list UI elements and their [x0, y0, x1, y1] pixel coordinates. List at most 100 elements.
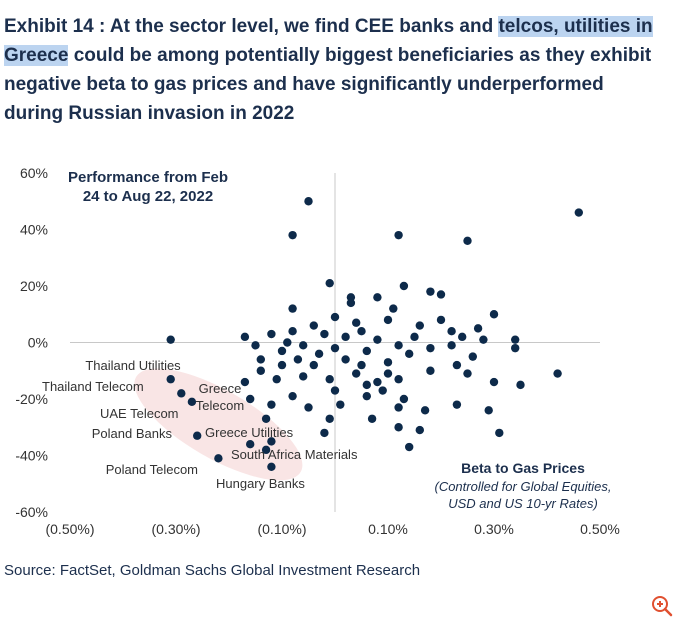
y-tick-label: 20%: [20, 278, 48, 294]
data-point: [553, 369, 562, 378]
data-point: [489, 310, 499, 319]
point-annotation: UAE Telecom: [100, 406, 179, 421]
data-point: [251, 341, 260, 350]
data-point: [394, 375, 403, 384]
data-point: [405, 349, 414, 358]
data-point: [511, 335, 520, 344]
y-tick-label: 60%: [20, 165, 48, 181]
data-point: [320, 428, 329, 438]
chart-heading: Exhibit 14 : At the sector level, we fin…: [4, 12, 664, 128]
data-point: [267, 462, 276, 471]
data-point: [357, 360, 366, 370]
data-point: [267, 329, 276, 339]
data-point: [267, 437, 276, 446]
data-point: [256, 355, 265, 364]
data-point: [193, 431, 202, 440]
data-point: [187, 397, 197, 407]
data-point: [362, 346, 371, 356]
data-point: [516, 380, 525, 390]
data-point: [383, 358, 393, 367]
y-tick-label: -20%: [15, 391, 48, 407]
data-point: [288, 327, 297, 336]
data-point: [214, 454, 223, 463]
data-point: [320, 329, 329, 339]
point-annotation: Poland Telecom: [106, 462, 198, 477]
data-point: [426, 343, 435, 353]
data-point: [299, 341, 308, 350]
x-axis-title: Beta to Gas Prices: [461, 460, 585, 476]
point-annotation: Greece: [199, 381, 242, 396]
data-point: [325, 414, 334, 423]
highlight-ellipse: [134, 368, 303, 481]
data-point: [484, 406, 493, 415]
data-point: [325, 278, 334, 288]
title-part2: could be among potentially biggest benef…: [4, 45, 652, 124]
data-point: [362, 380, 371, 390]
data-point: [166, 375, 175, 384]
data-point: [246, 394, 255, 404]
data-point: [346, 298, 356, 308]
data-point: [314, 349, 324, 358]
y-tick-label: 0%: [28, 335, 48, 351]
data-point: [325, 375, 334, 384]
data-point: [177, 389, 186, 398]
data-point: [399, 281, 409, 291]
y-tick-label: -60%: [15, 504, 48, 520]
data-point: [473, 324, 483, 333]
data-point: [426, 366, 435, 375]
data-point: [256, 366, 265, 375]
x-axis-subtitle-line: (Controlled for Global Equities,: [434, 479, 611, 494]
data-point: [452, 400, 462, 409]
data-point: [288, 230, 297, 240]
data-point: [304, 403, 313, 412]
data-point: [309, 360, 318, 370]
data-point: [283, 338, 292, 347]
data-point: [436, 290, 446, 299]
data-point: [410, 332, 419, 342]
point-annotation: Thailand Utilities: [85, 358, 181, 373]
data-point: [267, 400, 276, 409]
point-annotation: Hungary Banks: [216, 476, 305, 491]
point-annotation: Greece Utilities: [205, 425, 294, 440]
point-annotation: Poland Banks: [92, 426, 173, 441]
data-point: [373, 377, 382, 387]
data-point: [574, 208, 583, 217]
data-point: [447, 327, 456, 336]
point-annotation: Telecom: [196, 398, 244, 413]
data-point: [261, 414, 271, 423]
data-point: [383, 369, 393, 378]
data-point: [394, 423, 403, 432]
data-point: [336, 400, 345, 409]
data-point: [330, 312, 340, 322]
data-point: [463, 236, 472, 245]
source-note: Source: FactSet, Goldman Sachs Global In…: [4, 562, 421, 579]
data-point: [288, 304, 297, 313]
data-point: [436, 315, 446, 325]
data-point: [399, 394, 409, 404]
data-point: [420, 406, 430, 415]
data-point: [463, 369, 472, 378]
data-point: [357, 327, 366, 336]
x-axis-subtitle-line: USD and US 10-yr Rates): [448, 496, 598, 511]
data-point: [415, 321, 424, 330]
data-point: [362, 391, 371, 401]
x-tick-label: (0.30%): [151, 521, 200, 537]
data-point: [261, 445, 271, 455]
data-point: [373, 335, 382, 344]
data-point: [240, 332, 250, 342]
data-point: [277, 346, 287, 356]
data-point: [352, 369, 361, 378]
chart-title-line: Performance from Feb: [68, 169, 228, 186]
zoom-icon[interactable]: [650, 594, 674, 618]
data-point: [341, 355, 350, 364]
y-tick-label: -40%: [15, 448, 48, 464]
data-point: [299, 372, 308, 381]
data-point: [447, 341, 456, 350]
data-point: [166, 335, 175, 344]
data-point: [341, 332, 350, 342]
scatter-chart: 60% 40% 20% 0% -20% -40% -60%(0.50%) (0.30%) (0.…: [15, 165, 620, 537]
data-point: [458, 332, 467, 342]
data-point: [240, 377, 250, 387]
x-tick-label: (0.50%): [45, 521, 94, 537]
data-point: [383, 315, 393, 325]
